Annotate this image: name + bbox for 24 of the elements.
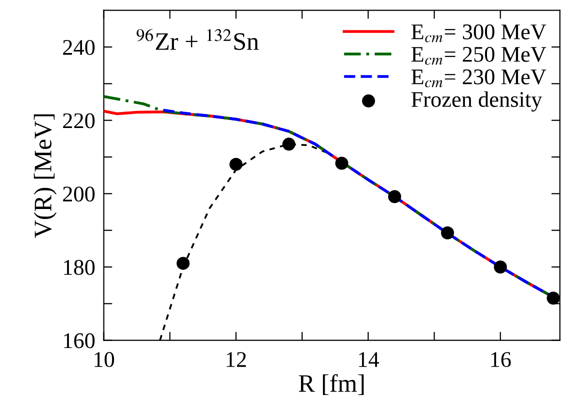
point bbox=[229, 158, 242, 171]
legend-label: E$_{cm}$= 230 MeV bbox=[411, 69, 546, 88]
point bbox=[546, 292, 560, 305]
legend-label: E$_{cm}$= 300 MeV bbox=[411, 24, 546, 42]
point bbox=[282, 138, 296, 151]
y-tick-label: 220 bbox=[63, 113, 95, 128]
legend-label: E$_{cm}$= 250 MeV bbox=[411, 46, 546, 65]
x-tick-label: 10 bbox=[94, 352, 114, 368]
y-tick-label: 200 bbox=[63, 186, 95, 202]
x-tick-label: 16 bbox=[491, 352, 511, 368]
point bbox=[388, 190, 402, 204]
y-axis-title: V(R) [MeV] bbox=[34, 114, 57, 238]
point bbox=[441, 226, 454, 240]
x-axis-title: R [fm] bbox=[298, 374, 364, 396]
point bbox=[494, 260, 507, 274]
x-tick-label: 14 bbox=[359, 352, 379, 367]
x-tick-label: 12 bbox=[226, 352, 246, 367]
annotation: $^{96}$Zr + $^{132}$Sn bbox=[136, 28, 259, 50]
legend-label: Frozen density bbox=[411, 91, 542, 112]
point bbox=[176, 256, 190, 270]
point bbox=[335, 156, 348, 170]
y-tick-label: 240 bbox=[63, 40, 95, 55]
y-tick-label: 160 bbox=[64, 333, 95, 348]
y-tick-label: 180 bbox=[64, 260, 95, 275]
